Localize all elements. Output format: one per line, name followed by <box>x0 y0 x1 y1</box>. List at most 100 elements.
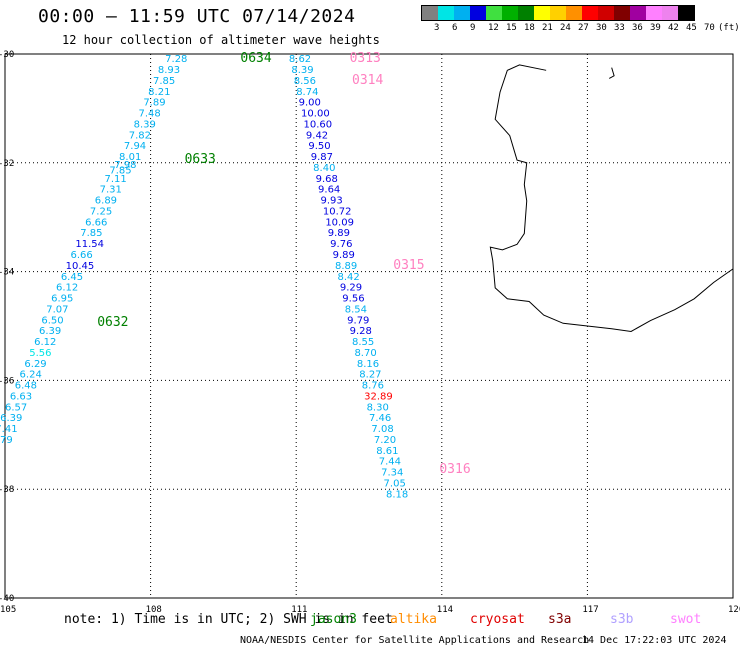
wave-height-label: 7.44 <box>379 457 401 468</box>
wave-height-label: 6.12 <box>34 337 56 348</box>
wave-height-label: 8.74 <box>296 87 318 98</box>
color-swatch <box>454 6 470 20</box>
lon-tick-label: 108 <box>146 605 162 615</box>
wave-height-label: 8.70 <box>354 348 376 359</box>
color-swatch <box>662 6 678 20</box>
legend-item-altika: altika <box>390 612 437 627</box>
wave-height-label: 9.79 <box>347 315 369 326</box>
wave-height-label: 8.76 <box>362 381 384 392</box>
legend-item-cryosat: cryosat <box>470 612 525 627</box>
wave-height-label: 9.68 <box>316 174 338 185</box>
wave-height-label: 7.20 <box>374 435 396 446</box>
wave-height-label: 8.21 <box>148 87 170 98</box>
pass-id-label: 0633 <box>185 152 216 167</box>
lon-tick-label: 117 <box>582 605 598 615</box>
wave-height-label: 9.76 <box>330 239 352 250</box>
wave-height-label: 7.85 <box>80 228 102 239</box>
color-swatch <box>502 6 518 20</box>
color-swatch <box>614 6 630 20</box>
wave-height-label: 6.29 <box>24 359 46 370</box>
color-scale-label: 12 <box>488 23 499 33</box>
lat-tick-label: -40 <box>0 594 14 604</box>
wave-height-label: 8.40 <box>313 163 335 174</box>
wave-height-label: 9.50 <box>308 141 330 152</box>
wave-height-label: 8.01 <box>119 152 141 163</box>
wave-height-label: 7.05 <box>384 478 406 489</box>
wave-height-label: 8.39 <box>291 65 313 76</box>
color-swatch <box>534 6 550 20</box>
wave-height-label: 10.60 <box>303 119 332 130</box>
wave-height-label: 9.89 <box>328 228 350 239</box>
color-swatch <box>518 6 534 20</box>
lon-tick-label: 111 <box>291 605 307 615</box>
color-scale-label: 33 <box>614 23 625 33</box>
coastline <box>489 64 734 332</box>
wave-height-label: 7.85 <box>153 76 175 87</box>
wave-height-label: 8.27 <box>359 370 381 381</box>
lat-tick-label: -30 <box>0 50 14 60</box>
wave-height-label: 7.08 <box>371 424 393 435</box>
wave-height-label: 9.89 <box>333 250 355 261</box>
color-scale-label: 21 <box>542 23 553 33</box>
wave-height-label: 6.48 <box>15 381 37 392</box>
wave-height-label: 8.62 <box>289 54 311 65</box>
wave-height-label: 6.12 <box>56 283 78 294</box>
color-swatch <box>438 6 454 20</box>
color-swatch <box>422 6 438 20</box>
wave-height-label: 9.64 <box>318 185 340 196</box>
color-swatch <box>566 6 582 20</box>
lon-tick-label: 114 <box>437 605 453 615</box>
wave-height-label: 9.29 <box>340 283 362 294</box>
color-scale-label: 24 <box>560 23 571 33</box>
lon-tick-label: 120 <box>728 605 740 615</box>
wave-height-label: 7.89 <box>143 98 165 109</box>
wave-height-label: 10.45 <box>66 261 95 272</box>
wave-height-label: 10.72 <box>323 206 352 217</box>
wave-height-label: 6.45 <box>61 272 83 283</box>
wave-height-label: 9.42 <box>306 130 328 141</box>
wave-height-label: 8.42 <box>337 272 359 283</box>
wave-height-label: 7.46 <box>369 413 391 424</box>
wave-height-label: 6.39 <box>0 413 22 424</box>
wave-height-label: 8.16 <box>357 359 379 370</box>
color-swatch <box>550 6 566 20</box>
wave-height-label: 10.09 <box>325 217 354 228</box>
wave-height-label: 7.11 <box>104 174 126 185</box>
credit-text: NOAA/NESDIS Center for Satellite Applica… <box>240 635 590 646</box>
color-swatch <box>646 6 662 20</box>
color-swatch <box>630 6 646 20</box>
wave-height-label: 7.31 <box>100 185 122 196</box>
pass-id-label: 0316 <box>439 462 470 477</box>
wave-height-label: 7.82 <box>129 130 151 141</box>
color-scale-label: 6 <box>452 23 458 33</box>
wave-height-label: 9.56 <box>342 294 364 305</box>
wave-height-label: 7.25 <box>90 206 112 217</box>
wave-height-label: 7.48 <box>138 109 160 120</box>
wave-height-label: 8.30 <box>367 402 389 413</box>
legend-item-jason3: jason3 <box>310 612 357 627</box>
color-scale-label: 18 <box>524 23 535 33</box>
wave-height-label: 5.56 <box>29 348 51 359</box>
color-swatch <box>486 6 502 20</box>
wave-height-label: 8.54 <box>345 304 367 315</box>
inland-lake <box>608 67 615 79</box>
wave-height-label: 8.89 <box>335 261 357 272</box>
wave-height-label: 6.79 <box>0 435 13 446</box>
wave-height-label: 6.50 <box>41 315 63 326</box>
legend-item-s3a: s3a <box>548 612 572 627</box>
pass-id-label: 0315 <box>393 258 424 273</box>
lat-tick-label: -36 <box>0 376 14 386</box>
color-scale-label: 3 <box>434 23 440 33</box>
color-scale-label: 42 <box>668 23 679 33</box>
color-scale-label: 9 <box>470 23 476 33</box>
lat-tick-label: -34 <box>0 268 14 278</box>
color-scale-bar <box>421 5 695 21</box>
page-title: 00:00 — 11:59 UTC 07/14/2024 <box>38 6 356 27</box>
wave-height-label: 6.95 <box>51 294 73 305</box>
footer-note: note: 1) Time is in UTC; 2) SWH is in fe… <box>64 612 393 627</box>
wave-height-label: 11.54 <box>75 239 104 250</box>
wave-height-label: 6.89 <box>95 196 117 207</box>
wave-height-label: 9.93 <box>320 196 342 207</box>
color-scale-label: 15 <box>506 23 517 33</box>
